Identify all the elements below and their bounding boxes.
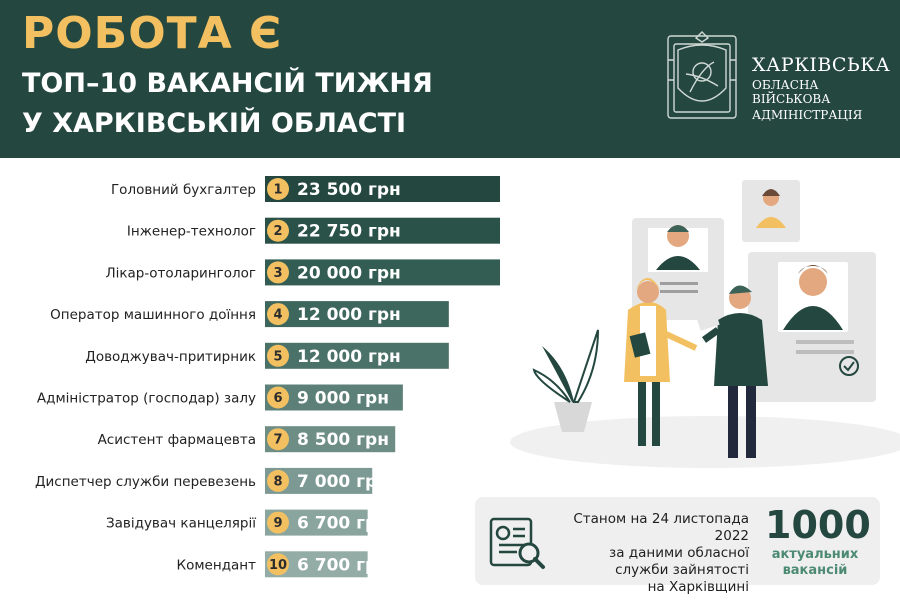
salary-label: 6 700 грн — [297, 555, 389, 575]
rank-number: 4 — [273, 308, 282, 323]
salary-bar — [265, 176, 500, 202]
vacancy-count-label: актуальних вакансій — [765, 547, 865, 579]
man-figure — [696, 285, 768, 458]
info-line3: служби зайнятості — [615, 562, 749, 578]
info-text: Станом на 24 листопада 2022 за даними об… — [549, 511, 749, 596]
org-name-line3: АДМІНІСТРАЦІЯ — [752, 108, 863, 122]
rank-number: 7 — [273, 433, 282, 448]
vacancy-count-label-line2: вакансій — [782, 563, 848, 578]
salary-label: 23 500 грн — [297, 180, 401, 200]
rank-number: 8 — [273, 474, 282, 489]
rank-number: 6 — [273, 391, 282, 406]
profile-card-small — [742, 180, 800, 242]
rank-badge — [267, 469, 289, 492]
org-name-line1: ХАРКІВСЬКА — [752, 54, 891, 76]
vacancy-title: Асистент фармацевта — [98, 432, 256, 448]
salary-bar — [265, 301, 449, 328]
salary-bar — [265, 342, 449, 369]
salary-bar — [265, 217, 500, 244]
floor-shadow — [510, 416, 900, 468]
plant-decoration — [532, 329, 599, 432]
vacancy-title: Лікар-отоларинголог — [105, 265, 256, 281]
vacancy-title: Диспетчер служби перевезень — [35, 474, 256, 490]
info-line1: Станом на 24 листопада 2022 — [573, 511, 749, 544]
info-line4: на Харківщині — [647, 579, 749, 595]
vacancy-count-label-line1: актуальних — [771, 547, 859, 562]
rank-number: 3 — [273, 266, 282, 281]
info-line2: за даними обласної — [609, 545, 749, 561]
salary-label: 12 000 грн — [297, 305, 401, 325]
vacancy-salary-chart: Головний бухгалтер 1 23 500 грн Інженер-тех… — [35, 176, 500, 578]
rank-badge — [267, 303, 289, 326]
info-panel: Станом на 24 листопада 2022 за даними об… — [475, 497, 880, 595]
vacancy-title: Головний бухгалтер — [111, 182, 256, 198]
vacancy-title: Завідувач канцелярії — [106, 516, 256, 532]
salary-label: 7 000 грн — [297, 472, 389, 492]
rank-number: 10 — [269, 558, 287, 573]
brand-title: РОБОТА Є — [22, 8, 283, 59]
org-name: ХАРКІВСЬКА ОБЛАСНА ВІЙСЬКОВА АДМІНІСТРАЦ… — [752, 54, 900, 122]
rank-number: 1 — [273, 183, 282, 198]
coat-of-arms-icon — [667, 31, 737, 119]
profile-card-large — [748, 252, 876, 402]
salary-bar — [265, 259, 500, 286]
rank-badge — [267, 261, 289, 284]
salary-label: 12 000 грн — [297, 347, 401, 367]
header: РОБОТА Є ТОП–10 ВАКАНСІЙ ТИЖНЯ У ХАРКІВС… — [0, 0, 900, 158]
rank-badge — [267, 553, 289, 576]
page-title-line1: ТОП–10 ВАКАНСІЙ ТИЖНЯ — [22, 68, 433, 99]
page-title-line2: У ХАРКІВСЬКІЙ ОБЛАСТІ — [22, 108, 407, 139]
rank-number: 5 — [273, 349, 282, 364]
salary-label: 20 000 грн — [297, 263, 401, 283]
woman-figure — [624, 278, 698, 446]
rank-badge — [267, 178, 289, 200]
vacancy-title: Інженер-технолог — [127, 224, 256, 240]
salary-label: 8 500 грн — [297, 430, 389, 450]
vacancy-title: Адміністратор (господар) залу — [37, 391, 256, 407]
vacancy-title: Комендант — [177, 557, 257, 573]
rank-badge — [267, 219, 289, 242]
rank-badge — [267, 344, 289, 367]
rank-badge — [267, 428, 289, 451]
salary-label: 22 750 грн — [297, 222, 401, 242]
salary-label: 6 700 грн — [297, 514, 389, 534]
document-search-icon — [489, 517, 545, 569]
vacancy-count: 1000 — [765, 503, 871, 547]
rank-badge — [267, 386, 289, 409]
hiring-illustration — [510, 180, 900, 468]
vacancy-title: Доводжувач-притирник — [85, 349, 256, 365]
rank-badge — [267, 511, 289, 534]
salary-label: 9 000 грн — [297, 389, 389, 409]
rank-number: 9 — [273, 516, 282, 531]
org-name-line2: ОБЛАСНА ВІЙСЬКОВА — [752, 78, 831, 106]
vacancy-title: Оператор машинного доїння — [50, 307, 256, 323]
rank-number: 2 — [273, 224, 282, 239]
